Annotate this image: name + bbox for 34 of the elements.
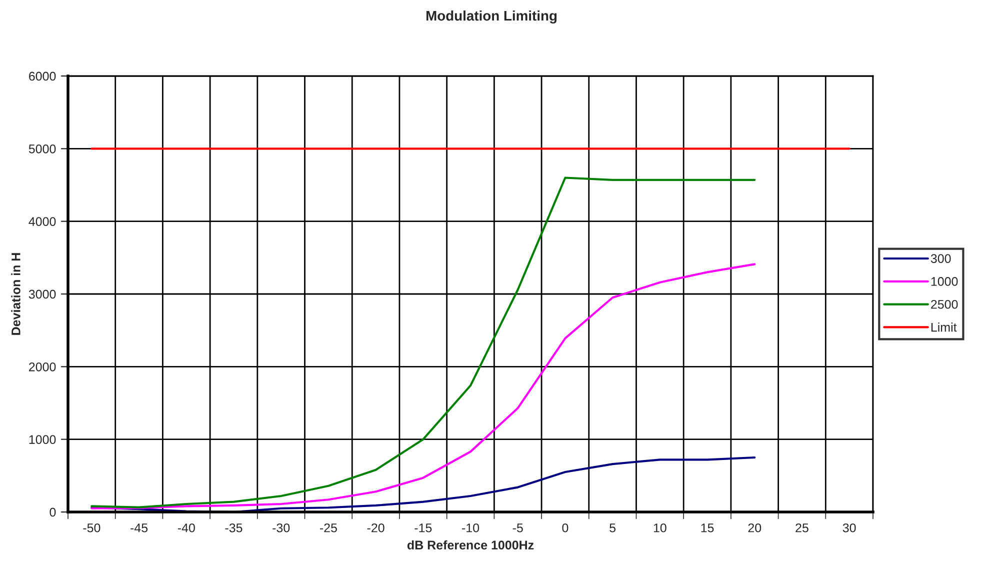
x-tick-label: -5 xyxy=(512,524,523,532)
x-tick-label: -45 xyxy=(130,524,148,532)
legend-label: Limit xyxy=(931,322,957,332)
y-axis-title: Deviation in H xyxy=(11,253,20,335)
x-tick-label: 10 xyxy=(654,523,666,532)
chart-title: Modulation Limiting xyxy=(426,10,557,24)
x-tick-label: -40 xyxy=(178,523,195,532)
x-tick-label: -50 xyxy=(83,523,100,532)
legend-label: 1000 xyxy=(931,277,958,286)
x-tick-label: 0 xyxy=(562,523,568,532)
x-tick-label: -30 xyxy=(272,523,290,532)
x-tick-label: -25 xyxy=(320,523,337,532)
y-tick-label: 3000 xyxy=(28,290,56,299)
line-series xyxy=(90,263,756,510)
y-tick-label: 1000 xyxy=(29,435,56,444)
x-tick-label: 5 xyxy=(610,524,616,532)
x-tick-label: 15 xyxy=(701,524,714,532)
y-tick-label: 5000 xyxy=(28,144,56,154)
x-tick-label: 30 xyxy=(842,523,856,532)
y-tick-label: 0 xyxy=(50,508,56,517)
legend-label: 300 xyxy=(930,254,951,263)
x-tick-label: -20 xyxy=(367,523,384,532)
y-tick-label: 6000 xyxy=(29,72,56,81)
x-tick-label: -35 xyxy=(225,523,242,532)
x-tick-label: -15 xyxy=(414,524,432,532)
x-tick-label: -10 xyxy=(462,523,480,532)
line-series xyxy=(90,456,756,512)
legend-label: 2500 xyxy=(931,300,958,309)
x-axis-title: dB Reference 1000Hz xyxy=(407,540,534,550)
line-series xyxy=(90,176,756,508)
y-tick-label: 2000 xyxy=(29,362,56,372)
y-tick-label: 4000 xyxy=(28,217,56,226)
x-tick-label: 20 xyxy=(748,523,762,532)
x-tick-label: 25 xyxy=(796,523,808,532)
